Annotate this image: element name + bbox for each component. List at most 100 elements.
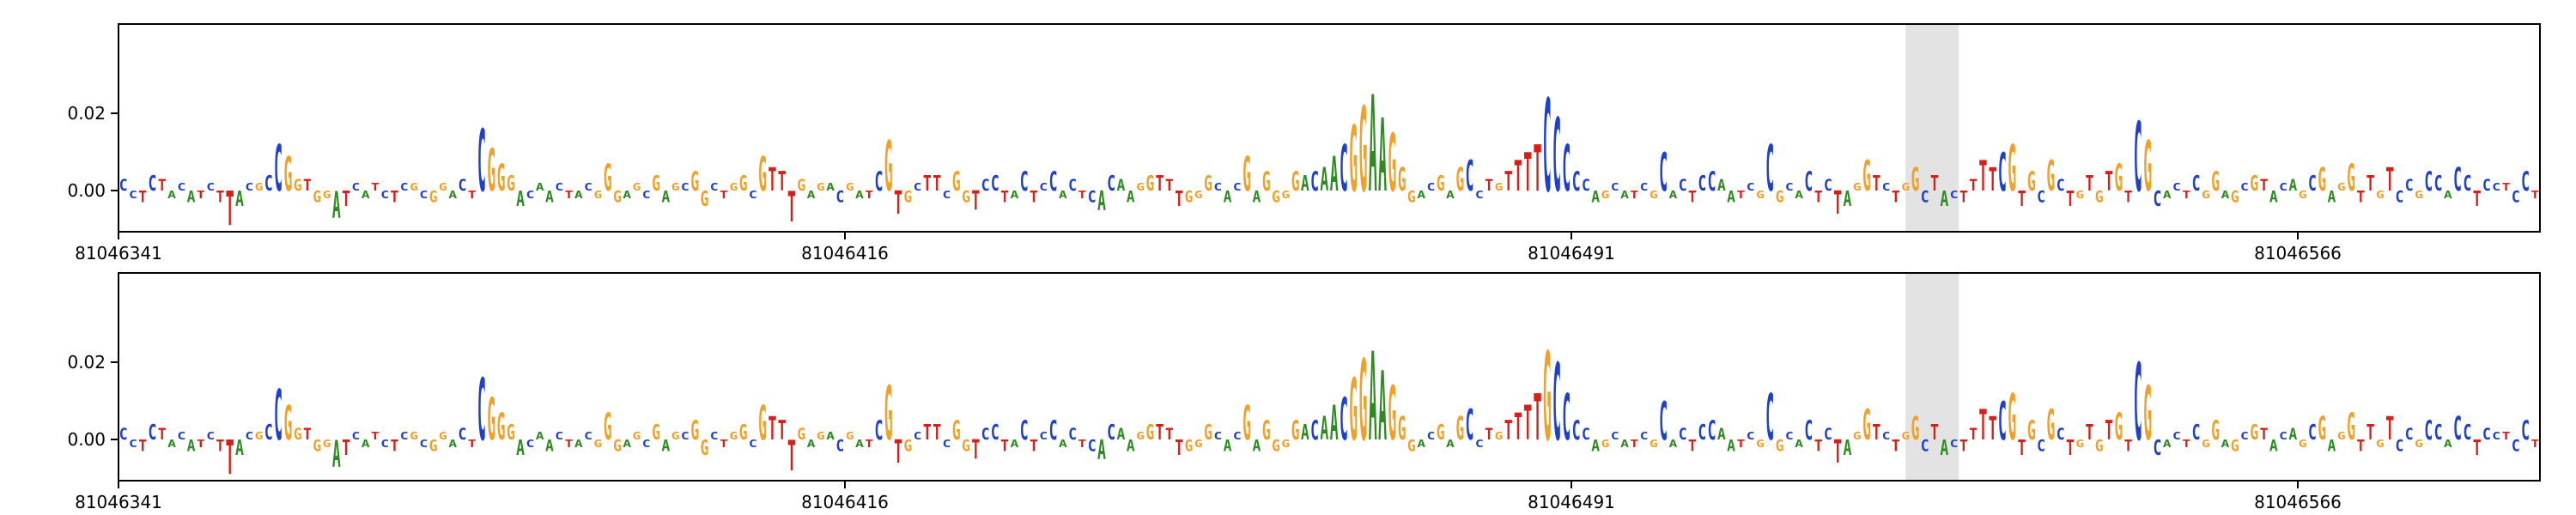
logo-letter-G: G [2231, 438, 2239, 456]
logo-letter-G: G [2250, 421, 2258, 445]
logo-letter-C: C [1340, 385, 1348, 454]
logo-letter-T: T [894, 184, 902, 221]
logo-letter-T: T [342, 436, 350, 460]
logo-letter-A: A [448, 190, 457, 202]
logo-letter-T: T [1930, 421, 1939, 445]
logo-letter-A: A [187, 438, 196, 456]
logo-letter-C: C [206, 182, 215, 194]
logo-letter-G: G [2415, 190, 2423, 202]
logo-letter-T: T [1989, 161, 1997, 198]
logo-letter-A: A [826, 431, 835, 443]
logo-letter-C: C [1426, 431, 1435, 443]
logo-letter-T: T [933, 421, 941, 445]
logo-letter-C: C [2308, 172, 2317, 196]
x-tick-label: 81046491 [1528, 243, 1615, 264]
logo-letter-A: A [826, 182, 835, 194]
logo-letter-C: C [1475, 190, 1484, 202]
logo-letter-C: C [1049, 415, 1058, 445]
logo-letter-C: C [1785, 182, 1794, 194]
logo-letter-G: G [1388, 117, 1396, 210]
logo-letter-C: C [2395, 438, 2403, 456]
logo-letter-T: T [226, 430, 234, 486]
logo-letter-G: G [1862, 400, 1871, 450]
logo-letter-A: A [855, 190, 864, 202]
logo-letter-T: T [1969, 426, 1978, 444]
logo-letter-C: C [149, 421, 157, 445]
logo-letter-T: T [1156, 421, 1164, 445]
logo-letter-G: G [1204, 421, 1212, 445]
logo-letter-A: A [167, 439, 176, 451]
logo-letter-A: A [1446, 190, 1455, 202]
logo-letter-C: C [1824, 426, 1832, 444]
logo-letter-C: C [1466, 151, 1474, 201]
logo-letter-G: G [1136, 431, 1145, 443]
logo-letter-T: T [2018, 187, 2026, 211]
logo-letter-G: G [652, 172, 660, 196]
logo-letter-G: G [846, 431, 854, 443]
logo-letter-T: T [2366, 172, 2375, 196]
logo-letter-G: G [690, 415, 699, 445]
logo-letter-G: G [294, 426, 302, 444]
logo-letter-T: T [1000, 438, 1009, 456]
logo-letter-T: T [933, 172, 941, 196]
logo-letter-C: C [710, 182, 719, 194]
logo-letter-C: C [119, 177, 128, 195]
logo-letter-G: G [1455, 409, 1464, 447]
logo-letter-A: A [1727, 438, 1735, 456]
logo-letter-C: C [2521, 415, 2530, 445]
logo-letter-T: T [1514, 405, 1522, 448]
logo-letter-A: A [1330, 146, 1339, 202]
logo-letter-A: A [1620, 439, 1629, 451]
logo-letter-A: A [536, 431, 544, 443]
logo-letter-A: A [1224, 438, 1232, 456]
logo-letter-C: C [400, 431, 409, 443]
logo-letter-C: C [2037, 438, 2045, 456]
logo-letter-A: A [448, 439, 457, 451]
logo-letter-G: G [1407, 438, 1416, 456]
logo-letter-C: C [1107, 421, 1115, 445]
logo-letter-G: G [1543, 326, 1552, 469]
y-tick-label: 0.00 [67, 429, 106, 450]
logo-letter-C: C [1233, 182, 1242, 194]
logo-letter-A: A [235, 187, 244, 211]
logo-letter-C: C [2463, 421, 2471, 445]
logo-letter-G: G [1272, 189, 1280, 207]
logo-letter-G: G [1349, 360, 1358, 460]
x-tick-label: 81046566 [2254, 492, 2342, 512]
logo-letter-G: G [1194, 439, 1203, 451]
logo-letter-A: A [1320, 409, 1328, 447]
logo-letter-C: C [2308, 421, 2317, 445]
logo-letter-T: T [468, 439, 477, 451]
logo-letter-A: A [1668, 439, 1677, 451]
logo-letter-T: T [894, 433, 902, 470]
logo-letter-A: A [807, 190, 816, 202]
logo-letter-C: C [2482, 177, 2491, 195]
logo-letter-G: G [1272, 438, 1280, 456]
logo-letter-T: T [865, 190, 873, 202]
logo-letter-G: G [2231, 189, 2239, 207]
logo-letter-T: T [865, 439, 873, 451]
logo-letter-A: A [855, 439, 864, 451]
logo-letter-T: T [1872, 172, 1880, 196]
logo-letter-G: G [633, 431, 641, 443]
logo-letter-C: C [1039, 182, 1048, 194]
logo-letter-T: T [2260, 177, 2269, 195]
logo-letter-T: T [2473, 187, 2482, 211]
logo-letter-T: T [1872, 421, 1880, 445]
logo-letter-T: T [216, 189, 224, 207]
logo-letter-T: T [1688, 438, 1697, 456]
logo-letter-A: A [1127, 438, 1135, 456]
logo-letter-C: C [206, 431, 215, 443]
logo-letter-T: T [1989, 409, 1997, 447]
logo-letter-C: C [1611, 431, 1619, 443]
logo-letter-A: A [1940, 436, 1948, 460]
logo-letter-G: G [1281, 190, 1290, 202]
logo-letter-G: G [1756, 439, 1765, 451]
logo-letter-T: T [197, 190, 205, 202]
logo-letter-G: G [700, 436, 708, 460]
logo-letter-G: G [884, 126, 893, 207]
logo-letter-T: T [391, 189, 399, 207]
axes-frame [118, 23, 2541, 233]
logo-letter-T: T [1165, 426, 1174, 444]
